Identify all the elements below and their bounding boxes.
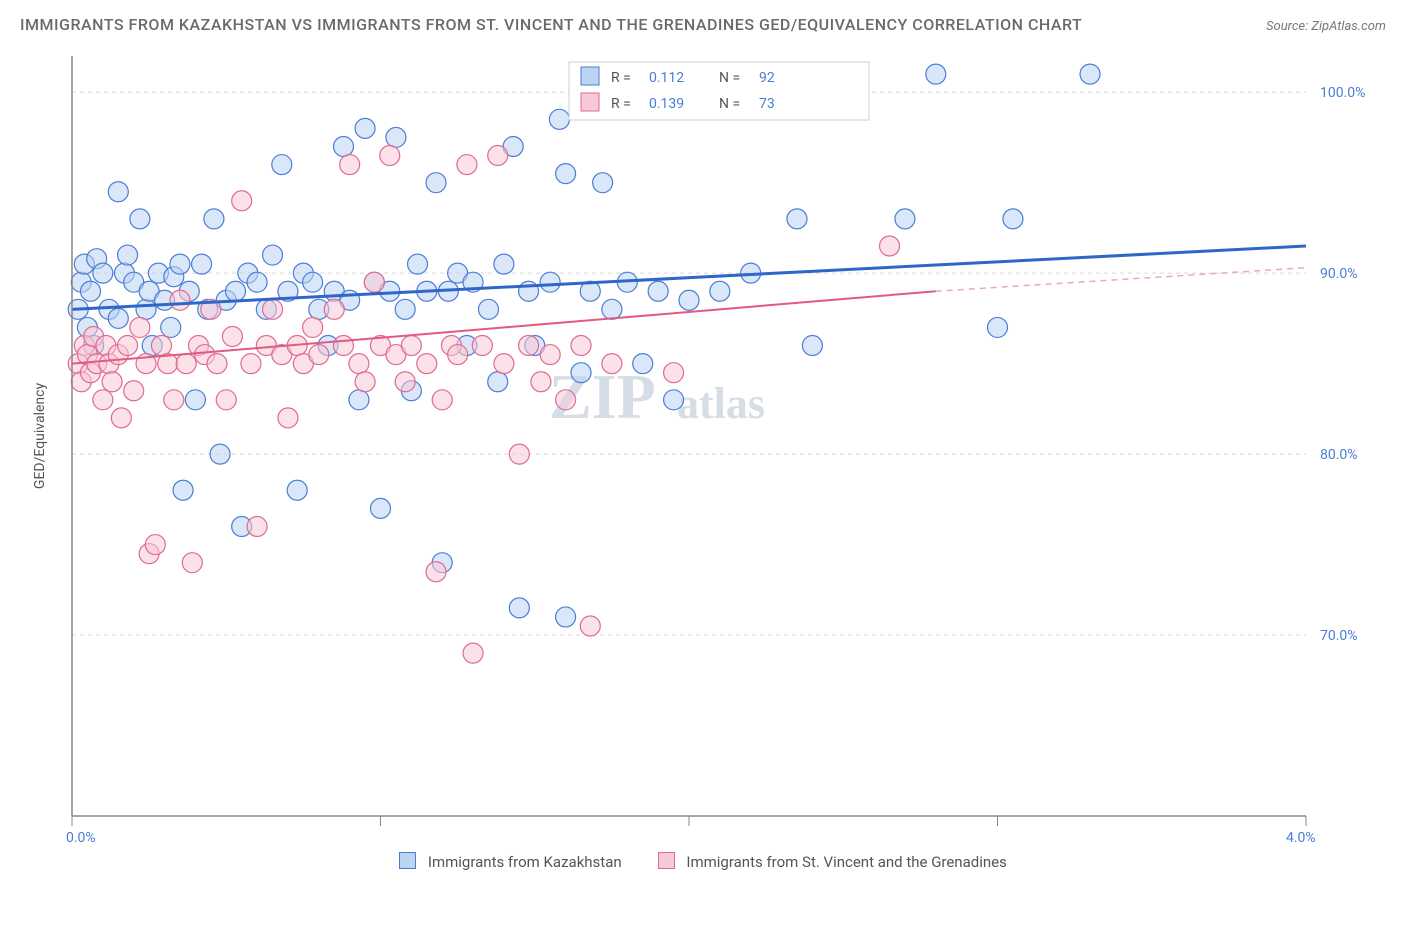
source-label: Source: ZipAtlas.com [1266, 19, 1386, 34]
legend-label-kazakhstan: Immigrants from Kazakhstan [428, 853, 622, 871]
scatter-chart-svg: 70.0%80.0%90.0%100.0%ZIPatlas0.0%4.0%GED… [20, 46, 1386, 846]
svg-text:atlas: atlas [677, 378, 765, 427]
svg-text:73: 73 [759, 96, 775, 112]
legend-item-stvincent: Immigrants from St. Vincent and the Gren… [658, 852, 1007, 871]
legend-item-kazakhstan: Immigrants from Kazakhstan [399, 852, 622, 871]
svg-text:92: 92 [759, 70, 775, 86]
svg-text:0.112: 0.112 [649, 70, 684, 86]
svg-text:90.0%: 90.0% [1320, 266, 1358, 282]
svg-text:GED/Equivalency: GED/Equivalency [32, 382, 48, 489]
svg-text:N =: N = [719, 70, 740, 86]
legend-swatch-kazakhstan [399, 852, 416, 869]
bottom-legend: Immigrants from Kazakhstan Immigrants fr… [20, 846, 1386, 871]
svg-text:0.0%: 0.0% [66, 830, 96, 846]
svg-text:0.139: 0.139 [649, 96, 684, 112]
svg-text:100.0%: 100.0% [1320, 85, 1365, 101]
svg-text:R =: R = [611, 70, 631, 86]
svg-text:70.0%: 70.0% [1320, 628, 1358, 644]
chart-area: 70.0%80.0%90.0%100.0%ZIPatlas0.0%4.0%GED… [20, 46, 1386, 846]
svg-text:80.0%: 80.0% [1320, 447, 1358, 463]
svg-text:R =: R = [611, 96, 631, 112]
chart-title: IMMIGRANTS FROM KAZAKHSTAN VS IMMIGRANTS… [20, 12, 1082, 38]
svg-text:4.0%: 4.0% [1286, 830, 1316, 846]
svg-text:N =: N = [719, 96, 740, 112]
legend-label-stvincent: Immigrants from St. Vincent and the Gren… [686, 853, 1006, 871]
legend-swatch-stvincent [658, 852, 675, 869]
